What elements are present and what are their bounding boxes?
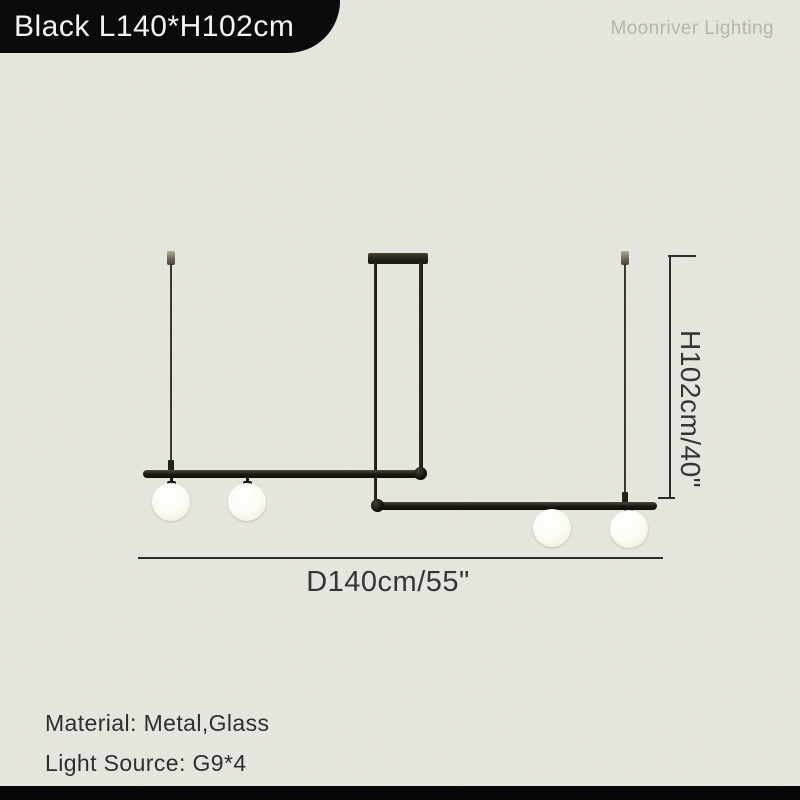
cable-connector-top-right	[621, 251, 629, 265]
glass-globe-2	[228, 483, 266, 521]
glass-globe-4	[610, 510, 648, 548]
brand-watermark: Moonriver Lighting	[610, 18, 774, 39]
ball-joint-lower	[371, 499, 384, 512]
height-dimension-cap-bottom	[658, 497, 675, 499]
glass-globe-1	[152, 483, 190, 521]
length-dimension-label: D140cm/55"	[306, 566, 470, 598]
bottom-crop-bar	[0, 786, 800, 800]
suspension-rod-right	[419, 262, 423, 474]
ball-joint-upper	[414, 467, 427, 480]
spec-list: Material: Metal,Glass Light Source: G9*4	[45, 703, 269, 783]
lamp-bar-left	[143, 470, 423, 478]
spec-light-source: Light Source: G9*4	[45, 750, 247, 776]
lamp-bar-right	[374, 502, 657, 510]
glass-globe-3	[533, 509, 571, 547]
spec-material: Material: Metal,Glass	[45, 710, 270, 736]
height-dimension-line	[669, 256, 671, 499]
cable-connector-top-left	[167, 251, 175, 265]
height-dimension-cap-top	[668, 255, 696, 257]
variant-label: Black L140*H102cm	[0, 0, 340, 53]
height-dimension-label: H102cm/40"	[675, 330, 706, 489]
suspension-cable-left	[170, 264, 172, 464]
suspension-cable-right	[624, 264, 626, 494]
length-dimension-line	[138, 557, 663, 559]
